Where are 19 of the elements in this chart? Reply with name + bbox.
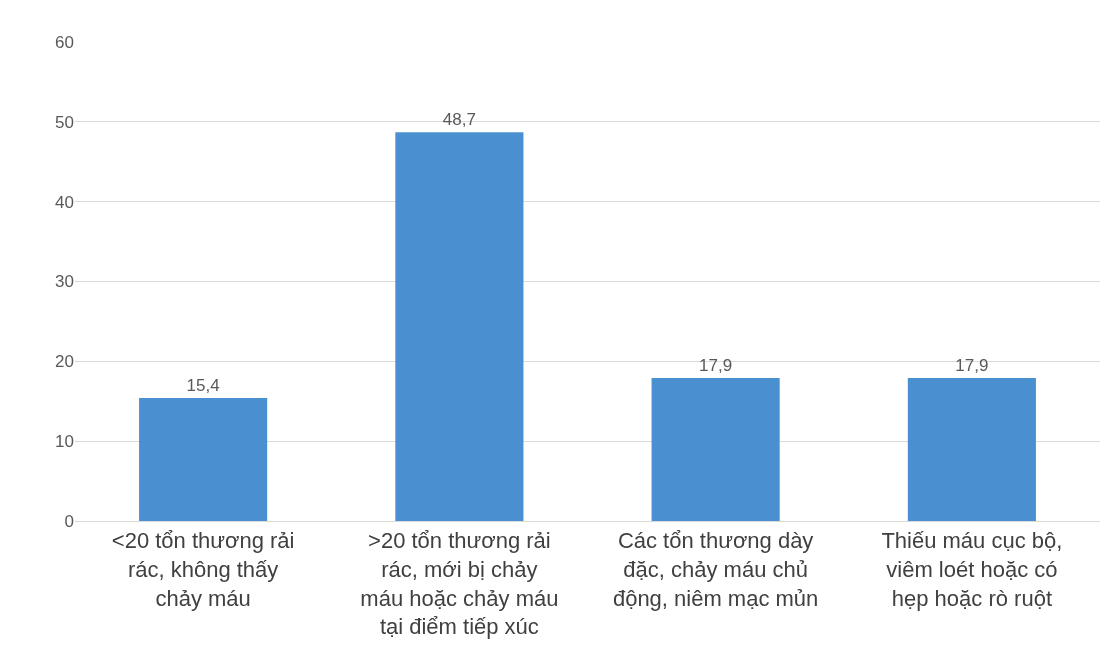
x-tick-label: <20 tổn thương rải rác, không thấy chảy máu [111,528,295,611]
bar [651,378,780,521]
y-tick-label: 30 [55,272,74,292]
data-label: 17,9 [955,356,989,376]
data-label: 48,7 [442,110,476,130]
x-tick-label: >20 tổn thương rải rác, mới bị chảy máu hoặc chảy máu tại điểm tiếp xúc [360,528,559,640]
x-tick-label: Thiếu máu cục bộ, viêm loét hoặc có hẹp hoặc rò ruột [881,528,1063,611]
y-tick-label: 60 [55,32,74,52]
y-tick-label: 50 [55,112,74,132]
y-tick-label: 0 [64,511,74,531]
bar [395,132,524,521]
bar [907,378,1036,521]
x-tick-label: Các tổn thương dày đặc, chảy máu chủ động, niêm mạc mủn [612,528,819,611]
y-tick-label: 10 [55,432,74,452]
bar [139,398,268,521]
data-label: 17,9 [699,356,733,376]
data-label: 15,4 [186,376,220,396]
y-tick-label: 20 [55,352,74,372]
y-tick-label: 40 [55,192,74,212]
